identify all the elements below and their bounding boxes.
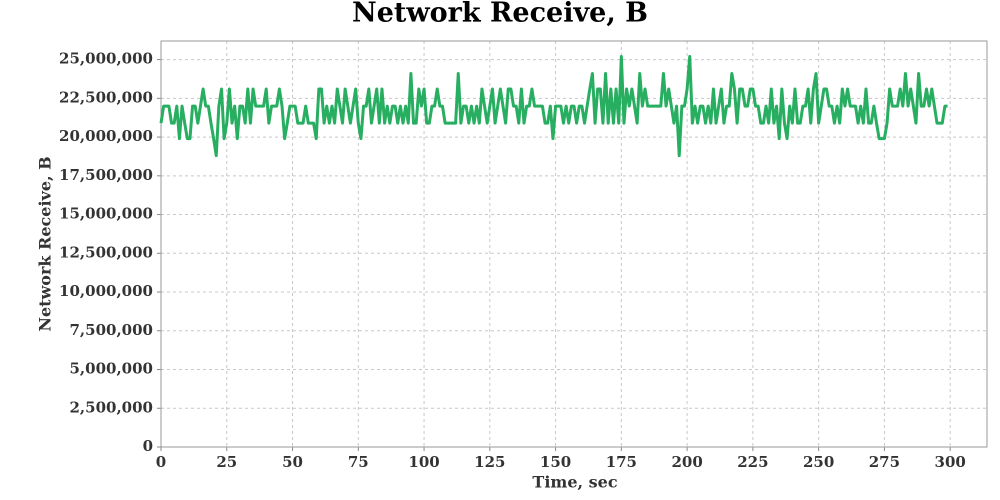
y-tick-label: 25,000,000	[59, 50, 153, 68]
x-tick-label: 100	[408, 453, 439, 471]
y-tick-label: 2,500,000	[69, 398, 153, 416]
x-tick-label: 200	[671, 453, 702, 471]
x-tick-label: 300	[935, 453, 966, 471]
y-tick-label: 17,500,000	[59, 166, 153, 184]
y-tick-label: 15,000,000	[59, 205, 153, 223]
y-tick-label: 0	[143, 437, 153, 455]
x-tick-label: 50	[282, 453, 303, 471]
x-tick-label: 0	[156, 453, 166, 471]
x-tick-label: 150	[540, 453, 571, 471]
x-axis-title: Time, sec	[532, 473, 617, 492]
x-tick-label: 125	[474, 453, 505, 471]
x-tick-label: 250	[803, 453, 834, 471]
x-tick-label: 175	[606, 453, 637, 471]
x-tick-label: 75	[348, 453, 369, 471]
x-tick-label: 225	[737, 453, 768, 471]
y-tick-label: 20,000,000	[59, 127, 153, 145]
y-tick-label: 7,500,000	[69, 321, 153, 339]
x-tick-label: 275	[869, 453, 900, 471]
x-tick-label: 25	[216, 453, 237, 471]
data-line	[159, 55, 948, 158]
y-tick-label: 22,500,000	[59, 88, 153, 106]
y-tick-label: 5,000,000	[69, 360, 153, 378]
y-axis-title: Network Receive, B	[36, 156, 55, 331]
y-tick-label: 10,000,000	[59, 282, 153, 300]
plot-frame	[160, 40, 988, 448]
chart-title: Network Receive, B	[352, 0, 648, 29]
y-tick-label: 12,500,000	[59, 243, 153, 261]
